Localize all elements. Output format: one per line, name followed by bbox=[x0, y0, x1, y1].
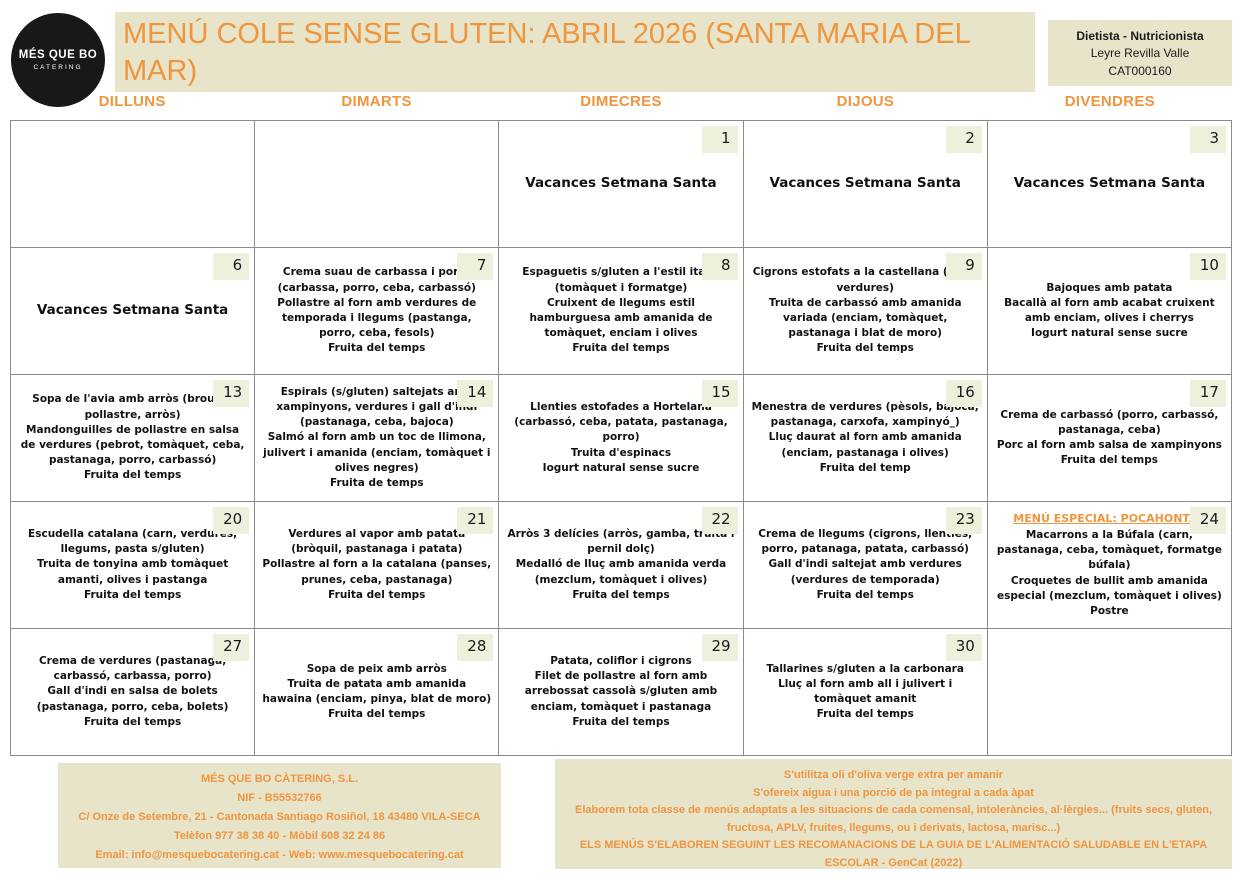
date-badge: 29 bbox=[701, 634, 738, 661]
menu-text: Sopa de l'avia amb arròs (brou de pollas… bbox=[20, 393, 245, 482]
special-menu: MENÚ ESPECIAL: POCAHONTAS Macarrons a la… bbox=[988, 502, 1231, 628]
vacation-label: Vacances Setmana Santa bbox=[525, 175, 717, 192]
vacation-label: Vacances Setmana Santa bbox=[769, 175, 961, 192]
date-badge: 15 bbox=[701, 380, 738, 407]
menu-text: Crema de llegums (cigrons, llenties, por… bbox=[758, 527, 972, 601]
menu-text: Tallarines s/gluten a la carbonara Lluç … bbox=[766, 662, 964, 721]
logo-text-main: MÉS QUE BO bbox=[18, 49, 98, 61]
day-cell-17: 17 Crema de carbassó (porro, carbassó, p… bbox=[987, 375, 1232, 502]
date-badge: 24 bbox=[1189, 507, 1226, 534]
empty-cell bbox=[11, 121, 256, 248]
menu-notes-box: S'utilitza oli d'oliva verge extra per a… bbox=[555, 759, 1232, 869]
empty-cell bbox=[987, 629, 1232, 756]
day-cell-2: 2 Vacances Setmana Santa bbox=[743, 121, 988, 248]
day-cell-6: 6 Vacances Setmana Santa bbox=[11, 248, 256, 375]
day-cell-27: 27 Crema de verdures (pastanaga, carbass… bbox=[11, 629, 256, 756]
date-badge: 10 bbox=[1189, 253, 1226, 280]
weekday-divendres: DIVENDRES bbox=[1064, 93, 1155, 110]
date-badge: 3 bbox=[1189, 126, 1226, 153]
menu-text: Espirals (s/gluten) saltejats amb xampin… bbox=[263, 385, 491, 490]
day-cell-28: 28 Sopa de peix amb arròs Truita de pata… bbox=[255, 629, 500, 756]
special-menu-title: MENÚ ESPECIAL: POCAHONTAS bbox=[1013, 512, 1206, 525]
date-badge: 23 bbox=[945, 507, 982, 534]
day-cell-13: 13 Sopa de l'avia amb arròs (brou de pol… bbox=[11, 375, 256, 502]
day-cell-1: 1 Vacances Setmana Santa bbox=[499, 121, 744, 248]
day-cell-20: 20 Escudella catalana (carn, verdures, l… bbox=[11, 502, 256, 629]
empty-cell bbox=[255, 121, 500, 248]
calendar-grid: 1 Vacances Setmana Santa 2 Vacances Setm… bbox=[10, 120, 1232, 756]
date-badge: 7 bbox=[457, 253, 494, 280]
vacation-label: Vacances Setmana Santa bbox=[36, 302, 229, 319]
day-cell-3: 3 Vacances Setmana Santa bbox=[987, 121, 1232, 248]
weekday-dimarts: DIMARTS bbox=[341, 93, 412, 110]
menu-text: Menestra de verdures (pèsols, bajoca, pa… bbox=[751, 400, 979, 474]
day-cell-21: 21 Verdures al vapor amb patata (bròquil… bbox=[255, 502, 500, 629]
date-badge: 6 bbox=[213, 253, 250, 280]
menu-text: Crema suau de carbassa i porro (carbassa… bbox=[277, 266, 477, 355]
dietitian-box: Dietista - Nutricionista Leyre Revilla V… bbox=[1048, 20, 1232, 86]
dietitian-role: Dietista - Nutricionista bbox=[1076, 29, 1204, 43]
company-info-box: MÉS QUE BO CÀTERING, S.L. NIF - B5553276… bbox=[58, 763, 501, 868]
menu-text: Espaguetis s/gluten a l'estil italià (to… bbox=[522, 266, 719, 355]
vacation-label: Vacances Setmana Santa bbox=[1013, 175, 1206, 192]
date-badge: 17 bbox=[1189, 380, 1226, 407]
menu-text: Crema de carbassó (porro, carbassó, past… bbox=[996, 408, 1222, 467]
day-cell-30: 30 Tallarines s/gluten a la carbonara Ll… bbox=[743, 629, 988, 756]
menu-text: Patata, coliflor i cigrons Filet de poll… bbox=[524, 654, 718, 728]
date-badge: 2 bbox=[945, 126, 982, 153]
dietitian-id: CAT000160 bbox=[1108, 63, 1172, 78]
dietitian-name: Leyre Revilla Valle bbox=[1090, 46, 1190, 61]
day-cell-8: 8 Espaguetis s/gluten a l'estil italià (… bbox=[499, 248, 744, 375]
date-badge: 13 bbox=[213, 380, 250, 407]
menu-text: Escudella catalana (carn, verdures, lleg… bbox=[28, 527, 238, 601]
menu-text: Sopa de peix amb arròs Truita de patata … bbox=[262, 662, 492, 721]
page-title: MENÚ COLE SENSE GLUTEN: ABRIL 2026 (SANT… bbox=[115, 12, 1035, 92]
menu-text: Macarrons a la Búfala (carn, pastanaga, … bbox=[996, 528, 1222, 618]
menu-text: Verdures al vapor amb patata (bròquil, p… bbox=[262, 527, 492, 601]
date-badge: 1 bbox=[701, 126, 738, 153]
day-cell-29: 29 Patata, coliflor i cigrons Filet de p… bbox=[499, 629, 744, 756]
date-badge: 20 bbox=[213, 507, 250, 534]
weekday-dimecres: DIMECRES bbox=[580, 93, 662, 110]
date-badge: 22 bbox=[701, 507, 738, 534]
date-badge: 21 bbox=[457, 507, 494, 534]
weekday-header-row: DILLUNS DIMARTS DIMECRES DIJOUS DIVENDRE… bbox=[10, 90, 1232, 116]
weekday-dijous: DIJOUS bbox=[836, 93, 895, 110]
date-badge: 16 bbox=[945, 380, 982, 407]
day-cell-9: 9 Cigrons estofats a la castellana (carn… bbox=[743, 248, 988, 375]
day-cell-10: 10 Bajoques amb patata Bacallà al forn a… bbox=[987, 248, 1232, 375]
date-badge: 30 bbox=[945, 634, 982, 661]
company-logo: MÉS QUE BO CATERING bbox=[11, 13, 105, 107]
day-cell-24-special: 24 MENÚ ESPECIAL: POCAHONTAS Macarrons a… bbox=[987, 502, 1232, 629]
day-cell-7: 7 Crema suau de carbassa i porro (carbas… bbox=[255, 248, 500, 375]
day-cell-23: 23 Crema de llegums (cigrons, llenties, … bbox=[743, 502, 988, 629]
day-cell-22: 22 Arròs 3 delícies (arròs, gamba, truit… bbox=[499, 502, 744, 629]
date-badge: 9 bbox=[945, 253, 982, 280]
date-badge: 28 bbox=[457, 634, 494, 661]
date-badge: 27 bbox=[213, 634, 250, 661]
menu-text: Cigrons estofats a la castellana (carn, … bbox=[752, 266, 978, 355]
menu-text: Bajoques amb patata Bacallà al forn amb … bbox=[1004, 281, 1215, 340]
menu-text: Arròs 3 delícies (arròs, gamba, truita i… bbox=[507, 527, 734, 601]
weekday-dilluns: DILLUNS bbox=[98, 93, 166, 110]
day-cell-16: 16 Menestra de verdures (pèsols, bajoca,… bbox=[743, 375, 988, 502]
day-cell-14: 14 Espirals (s/gluten) saltejats amb xam… bbox=[255, 375, 500, 502]
logo-text-sub: CATERING bbox=[33, 64, 83, 71]
day-cell-15: 15 Llenties estofades a Hortelana (carba… bbox=[499, 375, 744, 502]
date-badge: 8 bbox=[701, 253, 738, 280]
menu-text: Llenties estofades a Hortelana (carbassó… bbox=[514, 400, 728, 474]
date-badge: 14 bbox=[457, 380, 494, 407]
menu-text: Crema de verdures (pastanaga, carbassó, … bbox=[36, 654, 229, 728]
